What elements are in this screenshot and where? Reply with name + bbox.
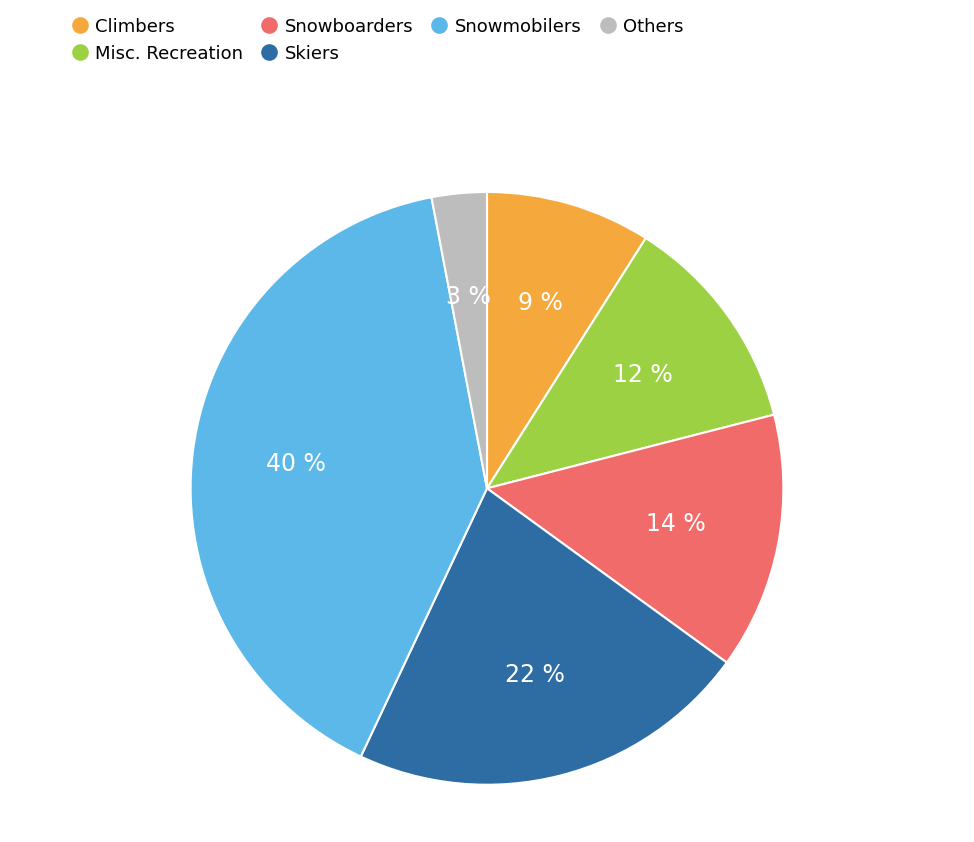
Text: 22 %: 22 % xyxy=(505,663,565,687)
Text: 40 %: 40 % xyxy=(266,452,326,477)
Wedge shape xyxy=(360,488,727,785)
Legend: Climbers, Misc. Recreation, Snowboarders, Skiers, Snowmobilers, Others: Climbers, Misc. Recreation, Snowboarders… xyxy=(66,8,693,72)
Wedge shape xyxy=(487,192,646,488)
Text: 9 %: 9 % xyxy=(518,291,563,316)
Text: 3 %: 3 % xyxy=(446,285,491,308)
Text: 14 %: 14 % xyxy=(647,513,706,536)
Wedge shape xyxy=(431,192,487,488)
Text: 12 %: 12 % xyxy=(613,363,673,387)
Wedge shape xyxy=(487,414,783,663)
Wedge shape xyxy=(487,238,774,488)
Wedge shape xyxy=(191,197,487,756)
